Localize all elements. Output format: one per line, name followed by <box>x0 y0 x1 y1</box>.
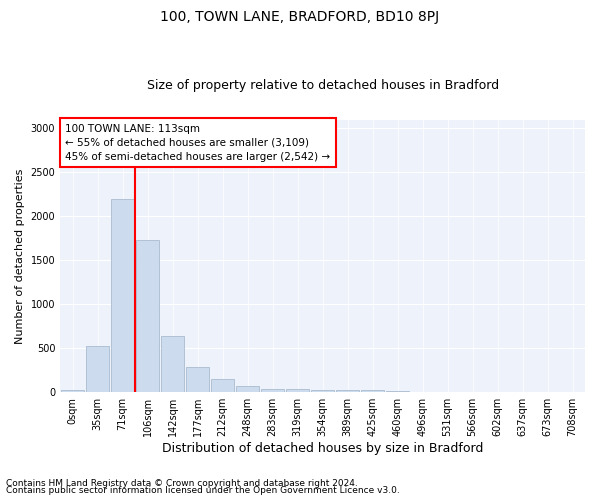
Bar <box>86 346 109 392</box>
Y-axis label: Number of detached properties: Number of detached properties <box>15 168 25 344</box>
Title: Size of property relative to detached houses in Bradford: Size of property relative to detached ho… <box>146 79 499 92</box>
Bar <box>61 390 84 392</box>
Bar <box>311 390 334 392</box>
Text: 100, TOWN LANE, BRADFORD, BD10 8PJ: 100, TOWN LANE, BRADFORD, BD10 8PJ <box>160 10 440 24</box>
Bar <box>136 240 159 392</box>
Bar <box>361 390 384 392</box>
Bar <box>161 336 184 392</box>
Text: Contains HM Land Registry data © Crown copyright and database right 2024.: Contains HM Land Registry data © Crown c… <box>6 478 358 488</box>
Text: Contains public sector information licensed under the Open Government Licence v3: Contains public sector information licen… <box>6 486 400 495</box>
Text: 100 TOWN LANE: 113sqm
← 55% of detached houses are smaller (3,109)
45% of semi-d: 100 TOWN LANE: 113sqm ← 55% of detached … <box>65 124 331 162</box>
Bar <box>236 386 259 392</box>
X-axis label: Distribution of detached houses by size in Bradford: Distribution of detached houses by size … <box>162 442 483 455</box>
Bar <box>211 378 234 392</box>
Bar <box>286 389 309 392</box>
Bar <box>112 198 134 392</box>
Bar <box>187 366 209 392</box>
Bar <box>262 388 284 392</box>
Bar <box>337 390 359 392</box>
